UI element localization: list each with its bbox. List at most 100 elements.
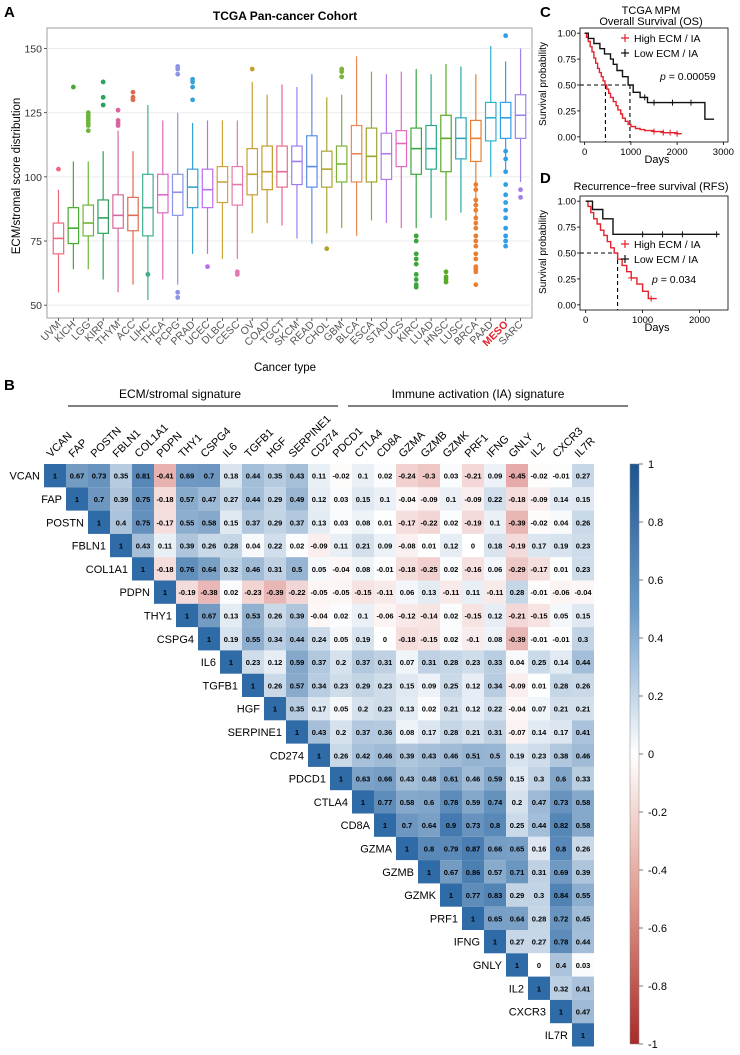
heat-cell xyxy=(440,790,462,814)
cell-value: 0.23 xyxy=(576,542,591,551)
cell-value: -0.18 xyxy=(156,565,173,574)
heat-cell xyxy=(396,650,418,674)
heat-cell xyxy=(286,673,308,697)
cell-value: 0.2 xyxy=(336,658,346,667)
heat-cell xyxy=(154,510,176,534)
heat-cell xyxy=(550,883,572,907)
heat-cell xyxy=(176,510,198,534)
outlier-point xyxy=(503,225,509,231)
heat-cell xyxy=(484,930,506,954)
row-label: IFNG xyxy=(454,937,480,949)
cell-value: 0.5 xyxy=(490,751,500,760)
heat-cell xyxy=(440,813,462,837)
outlier-point xyxy=(130,97,136,103)
censor-mark-low xyxy=(713,231,720,238)
heat-cell xyxy=(286,650,308,674)
cell-value: -0.17 xyxy=(398,518,415,527)
outlier-point xyxy=(115,117,121,123)
heat-cell xyxy=(484,790,506,814)
heat-cell xyxy=(550,673,572,697)
cell-value: 0.43 xyxy=(400,775,415,784)
heat-cell xyxy=(308,580,330,604)
cell-value: 0.31 xyxy=(268,565,283,574)
outlier-point xyxy=(249,66,255,72)
cell-value: 1 xyxy=(317,751,321,760)
heat-cell xyxy=(396,790,418,814)
cell-value: -0.21 xyxy=(508,611,525,620)
heat-cell xyxy=(440,627,462,651)
cell-value: -0.19 xyxy=(464,518,481,527)
box-esca xyxy=(365,127,378,183)
cell-value: 0.58 xyxy=(576,798,591,807)
heat-cell xyxy=(572,697,594,721)
row-label: IL7R xyxy=(545,1030,568,1042)
cell-value: 1 xyxy=(229,658,233,667)
cell-value: 0.09 xyxy=(378,542,393,551)
cell-value: 0.13 xyxy=(312,518,327,527)
heat-cell xyxy=(198,627,220,651)
box-meso xyxy=(499,101,512,139)
box-cesc xyxy=(231,165,244,206)
colorbar-tick-label: -0.8 xyxy=(648,981,667,993)
heat-cell xyxy=(286,603,308,628)
heat-cell xyxy=(506,766,528,791)
cell-value: 0.87 xyxy=(466,844,481,853)
cell-value: 0.15 xyxy=(356,495,371,504)
cell-value: 0.43 xyxy=(422,751,437,760)
heat-cell xyxy=(506,627,528,651)
cell-value: 0.19 xyxy=(356,635,371,644)
colorbar-tick-label: -0.2 xyxy=(648,807,667,819)
cell-value: 0.02 xyxy=(444,611,459,620)
outlier-point xyxy=(503,233,509,239)
outlier-point xyxy=(503,192,509,198)
heat-cell xyxy=(352,650,374,674)
cell-value: 0.1 xyxy=(358,611,368,620)
cell-value: -0.02 xyxy=(530,518,547,527)
heat-cell xyxy=(550,813,572,837)
heat-cell xyxy=(462,487,484,511)
cell-value: -0.02 xyxy=(530,472,547,481)
cell-value: 0.2 xyxy=(336,728,346,737)
heat-cell xyxy=(418,673,440,697)
tick-label-y: 0.50 xyxy=(558,81,577,92)
outlier-point xyxy=(100,79,106,85)
heat-cell xyxy=(506,533,528,558)
cell-value: 0.6 xyxy=(424,798,434,807)
heat-cell xyxy=(528,813,550,837)
tick-label-y: 0.75 xyxy=(558,55,577,66)
cell-value: -0.24 xyxy=(398,472,416,481)
outlier-point xyxy=(130,89,136,95)
cell-value: 0.34 xyxy=(312,681,327,690)
cell-value: -0.08 xyxy=(398,542,415,551)
cell-value: 0.05 xyxy=(312,565,327,574)
cell-value: 0.08 xyxy=(356,518,371,527)
cell-value: 0.26 xyxy=(576,844,591,853)
heat-cell xyxy=(528,533,550,558)
cell-value: 0.7 xyxy=(204,472,214,481)
heat-cell xyxy=(418,510,440,534)
heat-cell xyxy=(330,464,352,488)
cell-value: 0.44 xyxy=(246,495,261,504)
colorbar-tick-label: 0 xyxy=(648,749,654,761)
heat-cell xyxy=(286,533,308,558)
row-label: VCAN xyxy=(9,471,40,483)
legend-label: High ECM / IA xyxy=(634,33,701,45)
cell-value: 0.51 xyxy=(466,751,481,760)
outlier-point xyxy=(190,97,196,103)
panel-label-a: A xyxy=(4,4,15,21)
heat-cell xyxy=(418,813,440,837)
outlier-point xyxy=(175,295,181,300)
heat-cell xyxy=(154,533,176,558)
heat-cell xyxy=(396,533,418,558)
outlier-point xyxy=(413,271,419,277)
cell-value: 0.58 xyxy=(400,798,415,807)
cell-value: 0.81 xyxy=(136,472,151,481)
heat-cell xyxy=(462,883,484,907)
rfs-title: Recurrence−free survival (RFS) xyxy=(574,181,729,193)
cell-value: 0.73 xyxy=(466,821,481,830)
heat-cell xyxy=(330,487,352,511)
cell-value: -0.15 xyxy=(464,611,481,620)
cell-value: 0.27 xyxy=(576,472,591,481)
censor-mark-high xyxy=(660,129,667,136)
censor-mark-low xyxy=(669,99,676,106)
